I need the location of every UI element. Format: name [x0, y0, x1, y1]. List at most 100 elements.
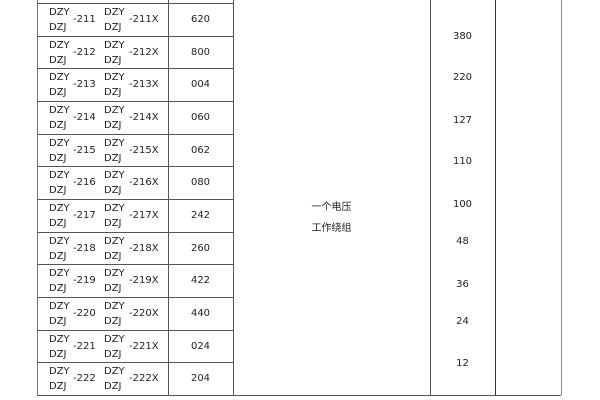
code-value: 024: [190, 340, 211, 352]
row-divider: [37, 232, 234, 233]
model-prefix-top: DZY: [49, 72, 70, 84]
model-x-prefix-bottom: DZJ: [104, 54, 122, 66]
model-prefix-bottom: DZJ: [49, 54, 67, 66]
model-suffix: -211: [73, 14, 96, 25]
voltage-value: 48: [456, 236, 469, 247]
model-x-prefix-bottom: DZJ: [104, 22, 122, 33]
model-suffix: -217: [73, 210, 96, 222]
model-prefix-bottom: DZJ: [49, 250, 67, 262]
code-value: 004: [190, 79, 211, 91]
model-x-prefix-top: DZY: [104, 137, 125, 149]
model-prefix-top: DZY: [49, 301, 70, 313]
voltage-value: 380: [452, 31, 473, 42]
code-value: 080: [190, 177, 211, 189]
model-x-prefix-bottom: DZJ: [104, 218, 122, 230]
row-divider: [37, 264, 234, 265]
model-x-prefix-top: DZY: [104, 170, 125, 182]
model-prefix-bottom: DZJ: [49, 22, 67, 33]
model-x-prefix-top: DZY: [104, 105, 125, 116]
model-prefix-bottom: DZJ: [49, 152, 67, 164]
model-x-suffix: -211X: [129, 14, 159, 25]
voltage-value: 100: [452, 199, 473, 210]
model-x-prefix-top: DZY: [104, 72, 125, 84]
model-suffix: -212: [73, 46, 96, 58]
model-suffix: -213: [73, 79, 96, 91]
row-divider: [37, 36, 234, 37]
model-suffix: -215: [73, 144, 96, 156]
model-x-suffix: -221X: [129, 340, 159, 352]
code-value: 620: [190, 14, 211, 25]
model-x-suffix: -215X: [129, 144, 159, 156]
model-suffix: -221: [73, 340, 96, 352]
model-prefix-top: DZY: [49, 235, 70, 247]
model-x-prefix-top: DZY: [104, 268, 125, 280]
model-x-suffix: -218X: [129, 242, 159, 254]
winding-label-line1: 一个电压: [311, 202, 352, 213]
code-value: 260: [190, 242, 211, 254]
model-x-prefix-bottom: DZJ: [104, 316, 122, 328]
model-prefix-bottom: DZJ: [49, 348, 67, 360]
code-value: 422: [190, 275, 211, 287]
model-x-prefix-bottom: DZJ: [104, 381, 122, 393]
code-value: 204: [190, 373, 211, 385]
model-x-suffix: -222X: [129, 373, 159, 385]
column-divider: [430, 0, 431, 395]
model-x-prefix-top: DZY: [104, 366, 125, 378]
model-x-prefix-bottom: DZJ: [104, 348, 122, 360]
code-value: 062: [190, 144, 211, 156]
model-suffix: -216: [73, 177, 96, 189]
row-divider: [37, 297, 234, 298]
model-suffix: -220: [73, 308, 96, 320]
model-x-prefix-top: DZY: [104, 333, 125, 345]
model-prefix-bottom: DZJ: [49, 120, 67, 131]
model-x-prefix-top: DZY: [104, 301, 125, 313]
model-suffix: -222: [73, 373, 96, 385]
row-divider: [37, 3, 234, 4]
column-divider: [233, 0, 234, 395]
model-x-prefix-bottom: DZJ: [104, 120, 122, 131]
column-divider: [168, 0, 169, 395]
model-x-suffix: -220X: [129, 308, 159, 320]
code-value: 242: [190, 210, 211, 222]
model-x-prefix-top: DZY: [104, 7, 125, 18]
model-prefix-top: DZY: [49, 366, 70, 378]
model-x-suffix: -219X: [129, 275, 159, 287]
model-x-prefix-bottom: DZJ: [104, 185, 122, 197]
row-divider: [37, 134, 234, 135]
row-divider: [37, 362, 234, 363]
code-value: 800: [190, 46, 211, 58]
model-x-prefix-bottom: DZJ: [104, 87, 122, 99]
model-prefix-bottom: DZJ: [49, 381, 67, 393]
model-x-prefix-top: DZY: [104, 235, 125, 247]
model-x-prefix-top: DZY: [104, 203, 125, 215]
code-value: 060: [190, 112, 211, 123]
code-value: 440: [190, 308, 211, 320]
model-prefix-top: DZY: [49, 170, 70, 182]
voltage-value: 110: [452, 156, 473, 167]
row-divider: [37, 395, 561, 396]
column-divider: [37, 0, 38, 395]
model-x-suffix: -214X: [129, 112, 159, 123]
column-divider: [495, 0, 496, 395]
voltage-value: 24: [456, 316, 469, 327]
model-suffix: -218: [73, 242, 96, 254]
model-prefix-bottom: DZJ: [49, 185, 67, 197]
voltage-value: 220: [452, 72, 473, 83]
model-suffix: -214: [73, 112, 96, 123]
model-x-prefix-bottom: DZJ: [104, 250, 122, 262]
model-prefix-bottom: DZJ: [49, 87, 67, 99]
row-divider: [37, 101, 234, 102]
model-prefix-top: DZY: [49, 7, 70, 18]
model-x-prefix-bottom: DZJ: [104, 152, 122, 164]
model-prefix-top: DZY: [49, 203, 70, 215]
model-x-suffix: -217X: [129, 210, 159, 222]
model-x-suffix: -212X: [129, 46, 159, 58]
model-x-suffix: -216X: [129, 177, 159, 189]
row-divider: [37, 68, 234, 69]
model-prefix-top: DZY: [49, 333, 70, 345]
model-x-suffix: -213X: [129, 79, 159, 91]
voltage-value: 12: [456, 358, 469, 369]
model-prefix-bottom: DZJ: [49, 218, 67, 230]
row-divider: [37, 166, 234, 167]
column-divider: [561, 0, 562, 395]
